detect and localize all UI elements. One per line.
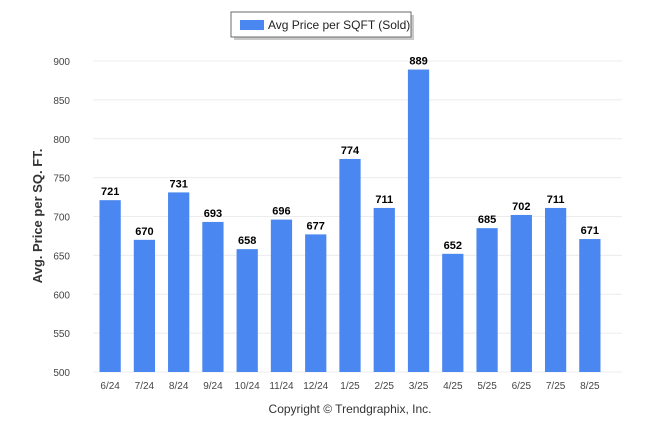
bar[interactable] [407, 69, 430, 373]
data-label: 721 [101, 186, 119, 198]
y-tick-label: 500 [53, 368, 70, 379]
x-tick-label: 1/25 [340, 381, 360, 392]
bar[interactable] [544, 207, 567, 372]
data-label: 677 [307, 220, 325, 232]
legend[interactable]: Avg Price per SQFT (Sold) [230, 11, 414, 40]
y-tick-label: 750 [53, 174, 70, 185]
y-tick-label: 900 [53, 57, 70, 68]
legend-swatch [240, 20, 264, 30]
x-tick-label: 6/25 [512, 381, 532, 392]
y-axis-title: Avg. Price per SQ. FT. [30, 149, 45, 284]
data-label: 774 [341, 145, 360, 157]
data-label: 702 [512, 201, 530, 213]
y-tick-label: 800 [53, 135, 70, 146]
bar[interactable] [305, 234, 327, 372]
data-label: 685 [478, 214, 496, 226]
x-tick-label: 8/24 [169, 381, 189, 392]
y-tick-label: 850 [53, 96, 70, 107]
y-tick-label: 650 [53, 251, 70, 262]
x-tick-label: 6/24 [100, 381, 120, 392]
x-tick-label: 7/25 [546, 381, 566, 392]
bar[interactable] [99, 200, 121, 372]
bar[interactable] [133, 239, 156, 372]
y-tick-label: 700 [53, 213, 70, 224]
y-axis-ticks: 500 550 600 650 700 750 800 850 900 [53, 57, 70, 379]
bar[interactable] [510, 214, 532, 372]
bar[interactable] [579, 239, 601, 372]
x-tick-label: 12/24 [303, 381, 328, 392]
x-tick-label: 11/24 [269, 381, 294, 392]
x-tick-label: 5/25 [477, 381, 497, 392]
x-tick-label: 4/25 [443, 381, 463, 392]
x-tick-label: 7/24 [135, 381, 155, 392]
bar[interactable] [168, 192, 190, 372]
data-label: 889 [409, 56, 427, 68]
x-tick-label: 8/25 [580, 381, 600, 392]
bar[interactable] [442, 253, 464, 372]
bar[interactable] [373, 207, 395, 372]
data-label: 711 [547, 194, 565, 206]
x-tick-label: 10/24 [235, 381, 260, 392]
x-tick-label: 9/24 [203, 381, 223, 392]
data-label: 731 [169, 178, 187, 190]
legend-label: Avg Price per SQFT (Sold) [268, 18, 410, 32]
x-tick-label: 3/25 [409, 381, 429, 392]
bars [99, 69, 601, 373]
data-labels: 721 670 731 693 658 696 677 774 711 889 652 685 702 7… [101, 56, 599, 252]
y-tick-label: 550 [53, 329, 70, 340]
bar[interactable] [476, 228, 498, 372]
bar[interactable] [236, 249, 258, 372]
x-axis-ticks: 6/24 7/24 8/24 9/24 10/24 11/24 12/24 1/25 2/25 3… [100, 381, 600, 392]
x-tick-label: 2/25 [375, 381, 395, 392]
y-tick-label: 600 [53, 290, 70, 301]
bar[interactable] [339, 158, 361, 372]
data-label: 671 [581, 225, 599, 237]
data-label: 658 [238, 235, 256, 247]
data-label: 670 [135, 226, 153, 238]
bar[interactable] [270, 219, 293, 372]
copyright-credit: Copyright © Trendgraphix, Inc. [269, 402, 432, 416]
data-label: 693 [204, 208, 222, 220]
data-label: 711 [375, 194, 393, 206]
bar[interactable] [202, 221, 224, 372]
data-label: 652 [444, 240, 462, 252]
data-label: 696 [272, 206, 290, 218]
